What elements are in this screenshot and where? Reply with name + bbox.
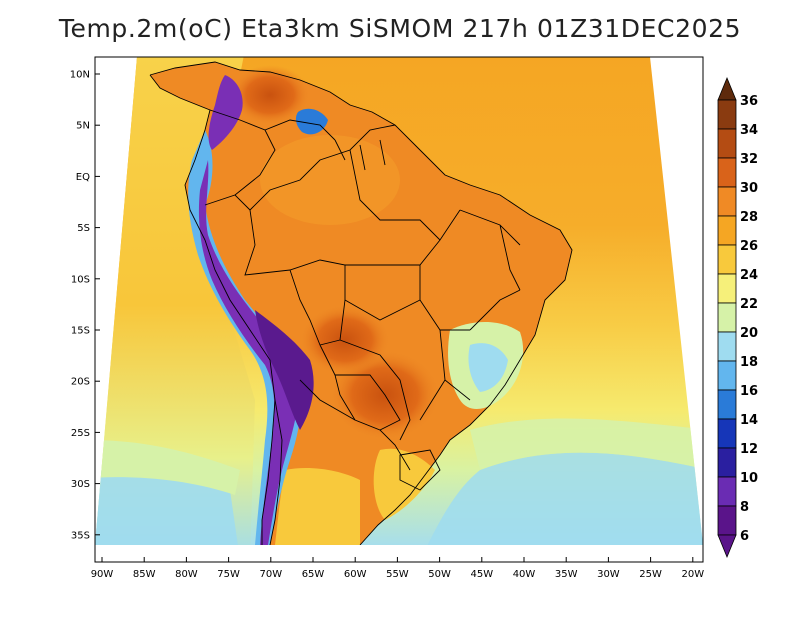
lon-tick-label: 60W bbox=[344, 569, 367, 580]
lat-tick-label: 5N bbox=[76, 121, 90, 132]
colorbar-band bbox=[717, 273, 737, 304]
south-pacific-cool bbox=[95, 469, 240, 545]
colorbar-band bbox=[717, 186, 737, 217]
andes-mountains-cold bbox=[198, 160, 300, 545]
lat-tick-label: 35S bbox=[71, 530, 90, 541]
lat-tick-label: 20S bbox=[71, 377, 90, 388]
colorbar-band bbox=[717, 99, 737, 130]
lon-tick-label: 30W bbox=[597, 569, 620, 580]
colorbar-label: 6 bbox=[740, 529, 749, 544]
colorbar-band bbox=[717, 244, 737, 275]
colorbar-top-arrow bbox=[717, 76, 737, 101]
colorbar-label: 28 bbox=[740, 210, 758, 225]
south-america-land bbox=[150, 62, 572, 545]
lon-tick-label: 20W bbox=[681, 569, 704, 580]
colorbar-label: 20 bbox=[740, 326, 758, 341]
map-title: Temp.2m(oC) Eta3km SiSMOM 217h 01Z31DEC2… bbox=[58, 14, 742, 43]
brazil-border-west bbox=[244, 209, 411, 441]
lat-tick-label: 15S bbox=[71, 326, 90, 337]
country-borders bbox=[149, 61, 573, 545]
argentina-border bbox=[299, 379, 411, 471]
venezuela-border bbox=[264, 119, 336, 141]
lon-tick-label: 70W bbox=[259, 569, 282, 580]
lon-tick-label: 75W bbox=[217, 569, 240, 580]
bolivia-border bbox=[289, 269, 341, 376]
colorbar-label: 34 bbox=[740, 123, 758, 138]
lon-tick-label: 55W bbox=[386, 569, 409, 580]
colorbar-label: 10 bbox=[740, 471, 758, 486]
heat-core-amazon bbox=[260, 135, 400, 225]
latitude-axis: 10N 5N EQ 5S 10S 15S 20S 25S 30S 35S bbox=[70, 70, 100, 541]
lon-tick-label: 90W bbox=[91, 569, 114, 580]
southern-brazil-mild bbox=[373, 448, 435, 520]
lat-tick-label: 25S bbox=[71, 428, 90, 439]
colorbar-label: 8 bbox=[740, 500, 749, 515]
colorbar-band bbox=[717, 302, 737, 333]
lat-tick-label: EQ bbox=[76, 172, 90, 183]
lon-tick-label: 80W bbox=[175, 569, 198, 580]
andes-altiplano-cold bbox=[255, 310, 314, 430]
colorbar-band bbox=[717, 215, 737, 246]
brazil-border-north bbox=[249, 124, 396, 211]
colorbar-label: 26 bbox=[740, 239, 758, 254]
lon-tick-label: 40W bbox=[513, 569, 536, 580]
chile-border bbox=[269, 399, 283, 545]
patagonia-mild bbox=[275, 468, 360, 545]
south-pacific-pale bbox=[95, 440, 240, 495]
lon-tick-label: 35W bbox=[555, 569, 578, 580]
lon-tick-label: 25W bbox=[639, 569, 662, 580]
lon-tick-label: 45W bbox=[470, 569, 493, 580]
paraguay-border bbox=[334, 374, 401, 431]
lat-tick-label: 30S bbox=[71, 479, 90, 490]
colombia-border bbox=[209, 109, 276, 196]
colorbar-label: 16 bbox=[740, 384, 758, 399]
lon-tick-label: 85W bbox=[133, 569, 156, 580]
map-frame bbox=[94, 56, 704, 563]
guianas-border bbox=[334, 139, 386, 171]
colorbar-label: 12 bbox=[740, 442, 758, 457]
heat-core-north bbox=[230, 65, 310, 125]
colorbar-label: 14 bbox=[740, 413, 758, 428]
colorbar: 36 34 32 30 28 26 24 22 20 18 16 14 12 10 8 6 bbox=[717, 76, 758, 559]
colorbar-label: 36 bbox=[740, 94, 758, 109]
lat-tick-label: 10S bbox=[71, 274, 90, 285]
colorbar-band bbox=[717, 476, 737, 507]
map-area bbox=[95, 57, 703, 545]
colorbar-band bbox=[717, 157, 737, 188]
south-atlantic-cool bbox=[420, 452, 703, 545]
brazil-states bbox=[344, 149, 521, 421]
south-atlantic-pale bbox=[470, 418, 703, 470]
colorbar-band bbox=[717, 505, 737, 536]
lat-tick-label: 10N bbox=[70, 70, 90, 81]
colorbar-band bbox=[717, 128, 737, 159]
guiana-highlands-cool bbox=[295, 108, 328, 135]
colorbar-label: 32 bbox=[740, 152, 758, 167]
colorbar-band bbox=[717, 389, 737, 420]
colorbar-band bbox=[717, 447, 737, 478]
colorbar-band bbox=[717, 360, 737, 391]
colorbar-label: 22 bbox=[740, 297, 758, 312]
heat-core-central bbox=[300, 305, 390, 375]
continent-outline bbox=[149, 61, 573, 545]
colorbar-label: 24 bbox=[740, 268, 758, 283]
andes-north-cool bbox=[208, 75, 243, 150]
colorbar-label: 30 bbox=[740, 181, 758, 196]
brazil-highlands-cooler bbox=[468, 343, 508, 392]
colorbar-label: 18 bbox=[740, 355, 758, 370]
colorbar-band bbox=[717, 331, 737, 362]
lat-tick-label: 5S bbox=[77, 223, 90, 234]
lon-tick-label: 50W bbox=[428, 569, 451, 580]
longitude-axis: 90W 85W 80W 75W 70W 65W 60W 55W 50W 45W 40W 35W 30W 2… bbox=[91, 557, 704, 580]
colorbar-band bbox=[717, 418, 737, 449]
colorbar-bottom-arrow bbox=[717, 534, 737, 559]
lon-tick-label: 65W bbox=[302, 569, 325, 580]
uruguay-border bbox=[399, 449, 441, 491]
